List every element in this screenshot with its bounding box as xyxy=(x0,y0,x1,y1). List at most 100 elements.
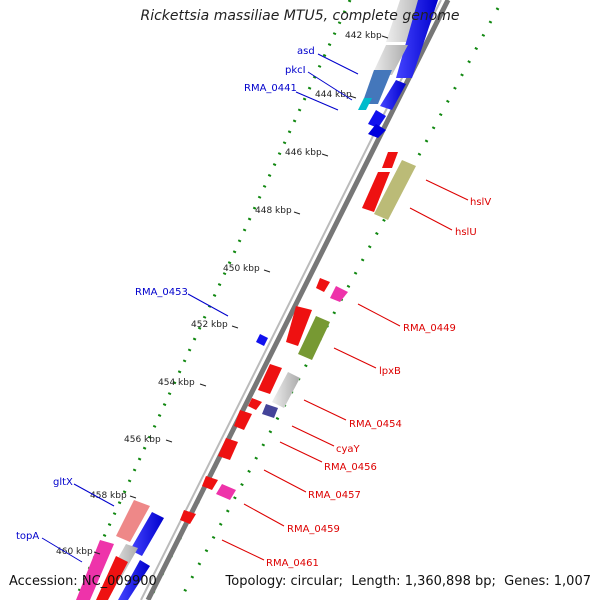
accession-label: Accession: xyxy=(9,574,78,589)
topology-value: circular xyxy=(290,574,339,589)
tick-label: 456 kbp xyxy=(124,435,161,445)
gene-label-cyaY[interactable]: cyaY xyxy=(336,444,361,455)
length-label: Length: xyxy=(351,574,401,589)
tick-label: 442 kbp xyxy=(345,31,382,41)
tick-mark xyxy=(231,325,239,329)
gene-hslV xyxy=(362,172,390,212)
tick-mark xyxy=(129,495,137,499)
leader-line xyxy=(73,483,115,507)
gene-cyaY-a xyxy=(248,398,262,410)
tick-label: 458 kbp xyxy=(90,491,127,501)
leader-line xyxy=(243,503,285,527)
tick-label: 454 kbp xyxy=(158,378,195,388)
leader-line xyxy=(263,469,307,493)
gene-rma0454 xyxy=(272,372,300,408)
gene-label-rma0461[interactable]: RMA_0461 xyxy=(266,558,319,569)
length-value: 1,360,898 bp xyxy=(404,574,492,589)
gene-rma0457 xyxy=(202,476,218,490)
gene-label-lpxB[interactable]: lpxB xyxy=(379,366,401,377)
tick-mark xyxy=(93,551,101,555)
leader-line xyxy=(333,347,377,369)
tick-label: 460 kbp xyxy=(56,547,93,557)
gene-label-rma0456[interactable]: RMA_0456 xyxy=(324,462,377,473)
accession-info: Accession: NC_009900 xyxy=(9,574,157,589)
topology-label: Topology: xyxy=(225,574,287,589)
gene-lpxB xyxy=(298,316,330,360)
tick-mark xyxy=(321,153,329,157)
gene-label-hslV[interactable]: hslV xyxy=(470,197,491,208)
gene-label-gltX[interactable]: gltX xyxy=(53,477,73,488)
gene-label-rma0457[interactable]: RMA_0457 xyxy=(308,490,361,501)
leader-line xyxy=(187,293,229,317)
gene-rma0450 xyxy=(286,306,312,346)
gene-block xyxy=(368,124,386,138)
tick-mark xyxy=(293,211,301,215)
left-labels: asd pkcI RMA_0441 RMA_0453 gltX topA xyxy=(16,46,359,563)
gene-label-topA[interactable]: topA xyxy=(16,531,39,542)
gene-cyaY xyxy=(262,404,278,418)
map-title: Rickettsia massiliae MTU5, complete geno… xyxy=(140,8,460,24)
gene-rma0461 xyxy=(180,510,196,524)
leader-line xyxy=(357,303,401,327)
gene-block xyxy=(130,512,164,556)
gene-label-asd[interactable]: asd xyxy=(297,46,315,57)
tick-mark xyxy=(199,383,207,387)
gene-hslV-neighbor xyxy=(382,152,398,168)
gene-block xyxy=(118,560,150,600)
gene-label-rma0454[interactable]: RMA_0454 xyxy=(349,419,402,430)
genome-stats: Topology: circular; Length: 1,360,898 bp… xyxy=(226,574,591,589)
gene-rma0441 xyxy=(358,98,372,110)
leader-line xyxy=(425,179,469,201)
gene-rma0456-b xyxy=(218,438,238,460)
separator: ; xyxy=(491,574,501,589)
gene-label-rma0449[interactable]: RMA_0449 xyxy=(403,323,456,334)
right-labels: hslV hslU RMA_0449 lpxB RMA_0454 cyaY RM… xyxy=(221,179,491,569)
gene-label-rma0441[interactable]: RMA_0441 xyxy=(244,83,297,94)
leader-line xyxy=(41,537,83,563)
leader-line xyxy=(307,71,353,101)
genes-label: Genes: xyxy=(504,574,550,589)
gene-rma0453 xyxy=(256,334,268,346)
tick-label: 446 kbp xyxy=(285,148,322,158)
gene-label-pkcI[interactable]: pkcI xyxy=(285,65,306,76)
tick-label: 448 kbp xyxy=(255,206,292,216)
leader-line xyxy=(317,53,359,75)
accession-value: NC_009900 xyxy=(81,574,157,589)
gene-rma0459 xyxy=(216,484,236,500)
leader-line xyxy=(291,425,335,447)
gene-block xyxy=(380,80,406,110)
genes-value: 1,007 xyxy=(553,574,591,589)
kbp-ticks: 442 kbp 444 kbp 446 kbp 448 kbp 450 kbp … xyxy=(56,31,389,557)
leader-line xyxy=(295,91,339,111)
gene-topA xyxy=(76,540,114,600)
gene-rma0454-a xyxy=(258,364,282,394)
leader-line xyxy=(279,441,323,463)
gene-block xyxy=(396,0,438,78)
gene-label-hslU[interactable]: hslU xyxy=(455,227,477,238)
tick-mark xyxy=(349,95,357,99)
tick-mark xyxy=(263,269,271,273)
gene-rma0449-a xyxy=(316,278,330,292)
tick-label: 444 kbp xyxy=(315,90,352,100)
gene-rma0456 xyxy=(234,410,252,430)
gene-asd xyxy=(362,70,392,104)
gene-block xyxy=(372,45,408,75)
gene-label-rma0459[interactable]: RMA_0459 xyxy=(287,524,340,535)
ring-left-dotted xyxy=(73,0,352,600)
tick-mark xyxy=(165,439,173,443)
leader-line xyxy=(221,539,265,561)
leader-line xyxy=(409,207,453,231)
gene-block xyxy=(96,556,128,600)
gene-block xyxy=(368,110,386,128)
gene-hslU xyxy=(374,160,416,220)
genes xyxy=(76,0,438,600)
tick-label: 450 kbp xyxy=(223,264,260,274)
tick-label: 452 kbp xyxy=(191,320,228,330)
separator: ; xyxy=(338,574,348,589)
gene-gltX xyxy=(116,500,150,542)
gene-label-rma0453[interactable]: RMA_0453 xyxy=(135,287,188,298)
gene-rma0449 xyxy=(330,286,348,302)
leader-line xyxy=(303,399,347,421)
tick-mark xyxy=(381,35,389,39)
